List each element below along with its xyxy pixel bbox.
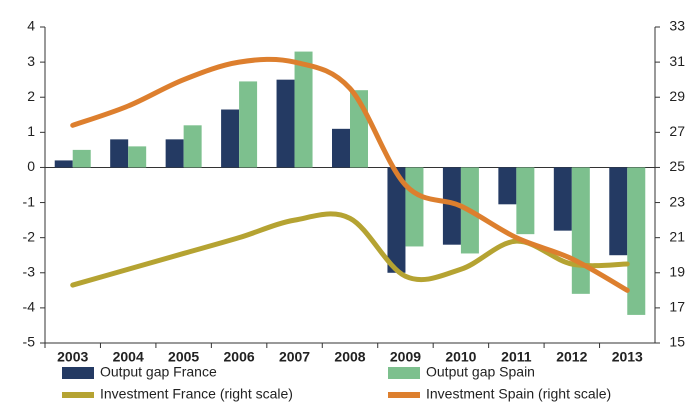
bar bbox=[405, 167, 424, 247]
legend-label: Output gap Spain bbox=[426, 364, 535, 380]
x-tick-label: 2003 bbox=[57, 349, 88, 365]
x-tick-label: 2012 bbox=[556, 349, 587, 365]
line bbox=[70, 56, 630, 293]
x-tick-label: 2010 bbox=[445, 349, 476, 365]
bar bbox=[627, 167, 646, 315]
y2-tick-label: 25 bbox=[669, 158, 685, 174]
bar bbox=[72, 149, 91, 168]
y2-tick-label: 17 bbox=[669, 299, 685, 315]
bar bbox=[387, 167, 406, 273]
bar bbox=[609, 167, 628, 256]
y-tick-label: 3 bbox=[27, 53, 35, 69]
x-tick-label: 2009 bbox=[390, 349, 421, 365]
x-tick-label: 2011 bbox=[501, 349, 532, 365]
y2-tick-label: 31 bbox=[669, 53, 685, 69]
y2-tick-label: 15 bbox=[669, 334, 685, 350]
bar bbox=[239, 81, 258, 168]
y-tick-label: -4 bbox=[23, 299, 36, 315]
bar bbox=[183, 125, 202, 168]
bar bbox=[498, 167, 517, 205]
bar bbox=[128, 146, 147, 168]
y-tick-label: 1 bbox=[27, 123, 35, 139]
legend-swatch bbox=[388, 392, 420, 398]
x-tick-label: 2013 bbox=[612, 349, 643, 365]
y2-tick-label: 27 bbox=[669, 123, 685, 139]
y2-tick-label: 21 bbox=[669, 228, 685, 244]
bar bbox=[332, 128, 350, 168]
bar bbox=[571, 167, 590, 294]
legend-swatch bbox=[62, 392, 94, 398]
bar bbox=[516, 167, 535, 235]
y-tick-label: -2 bbox=[23, 228, 36, 244]
legend-label: Investment France (right scale) bbox=[100, 386, 293, 402]
bar bbox=[553, 167, 572, 231]
bar bbox=[54, 160, 73, 168]
y2-tick-label: 33 bbox=[669, 18, 685, 34]
y-tick-label: 2 bbox=[27, 88, 35, 104]
bar bbox=[221, 109, 240, 168]
x-tick-label: 2006 bbox=[224, 349, 255, 365]
legend-label: Investment Spain (right scale) bbox=[426, 386, 611, 402]
bar bbox=[294, 51, 313, 168]
bar bbox=[276, 79, 295, 168]
legend-label: Output gap France bbox=[100, 364, 217, 380]
y-tick-label: 0 bbox=[27, 158, 35, 174]
x-tick-label: 2008 bbox=[334, 349, 365, 365]
y-tick-label: -1 bbox=[23, 193, 36, 209]
y-tick-label: 4 bbox=[27, 18, 35, 34]
y2-tick-label: 19 bbox=[669, 263, 685, 279]
y-tick-label: -3 bbox=[23, 263, 36, 279]
y2-tick-label: 23 bbox=[669, 193, 685, 209]
y-tick-label: -5 bbox=[23, 334, 36, 350]
x-tick-label: 2004 bbox=[113, 349, 144, 365]
legend-swatch bbox=[62, 367, 94, 379]
bar bbox=[442, 167, 461, 245]
y2-tick-label: 29 bbox=[669, 88, 685, 104]
x-tick-label: 2005 bbox=[168, 349, 199, 365]
bar bbox=[110, 139, 129, 168]
bar bbox=[165, 139, 184, 168]
x-tick-label: 2007 bbox=[279, 349, 310, 365]
legend-swatch bbox=[388, 367, 420, 379]
